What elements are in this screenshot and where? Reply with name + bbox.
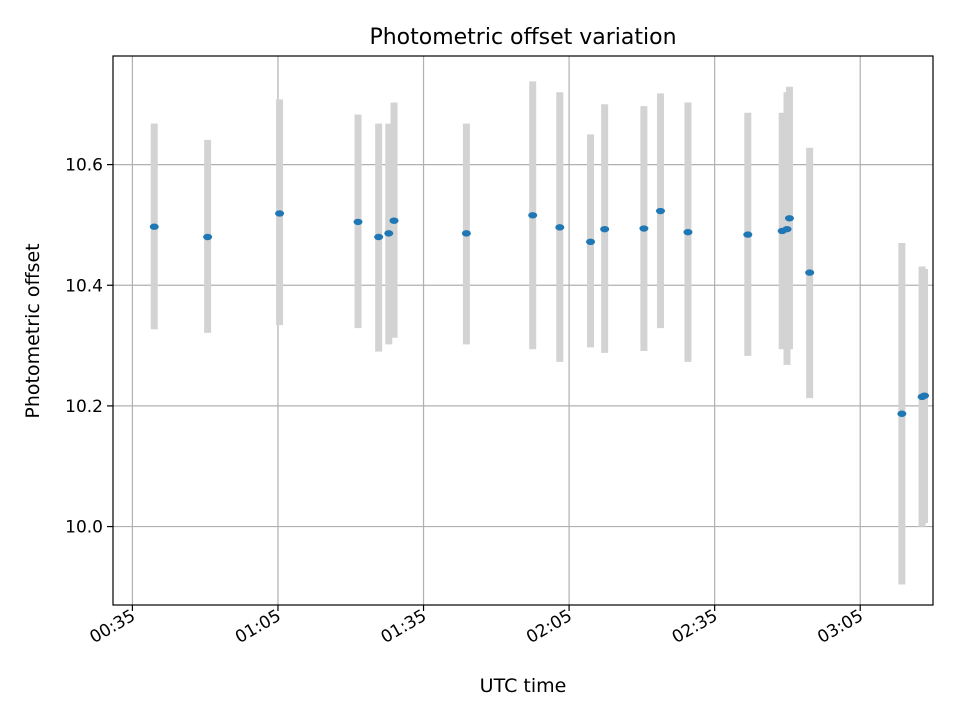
data-point [374,233,384,241]
plot-background [113,56,933,605]
data-point [353,218,363,226]
data-point [920,392,930,399]
y-tick-label: 10.4 [65,276,103,296]
data-point [586,238,596,246]
data-point [897,410,907,417]
y-tick-label: 10.2 [65,397,103,417]
data-point [784,215,794,222]
data-point [461,230,471,237]
y-axis-label: Photometric offset [22,243,44,418]
data-point [149,223,159,230]
data-point [203,233,213,241]
y-tick-label: 10.0 [65,518,103,538]
data-point [683,228,693,236]
data-point [782,225,792,233]
y-axis-ticks: 10.0 10.2 10.4 10.6 [65,156,113,538]
data-point [555,224,565,231]
data-point [389,217,399,224]
chart-title: Photometric offset variation [369,25,676,50]
plot-frame [112,55,934,606]
y-tick-label: 10.6 [65,156,103,176]
marker-layer [149,207,930,417]
data-point [639,225,649,232]
data-point [275,210,285,217]
data-point [655,207,665,215]
x-axis-label: UTC time [480,675,567,697]
data-point [600,225,610,233]
data-point [384,230,394,237]
grid-layer [113,56,933,605]
data-point [528,212,538,219]
data-point [743,231,753,238]
data-point [805,269,815,276]
